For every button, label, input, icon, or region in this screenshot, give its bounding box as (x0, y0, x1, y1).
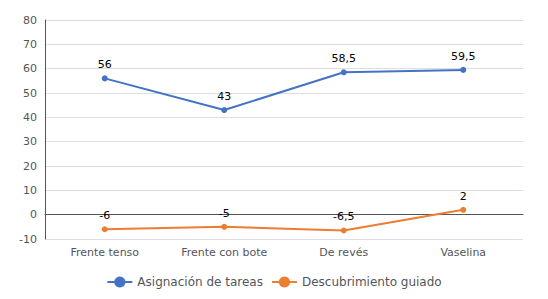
svg-text:-5: -5 (219, 207, 230, 220)
svg-text:Descubrimiento guiado: Descubrimiento guiado (302, 275, 442, 289)
svg-text:10: 10 (23, 184, 37, 197)
svg-text:56: 56 (98, 58, 112, 71)
svg-text:20: 20 (23, 160, 37, 173)
svg-text:50: 50 (23, 87, 37, 100)
svg-text:40: 40 (23, 111, 37, 124)
svg-text:30: 30 (23, 135, 37, 148)
svg-text:59,5: 59,5 (451, 50, 476, 63)
svg-text:De revés: De revés (319, 246, 368, 259)
svg-text:Asignación de tareas: Asignación de tareas (137, 275, 263, 289)
svg-text:70: 70 (23, 38, 37, 51)
svg-text:-6,5: -6,5 (333, 210, 354, 223)
svg-text:60: 60 (23, 62, 37, 75)
svg-text:Frente con bote: Frente con bote (181, 246, 267, 259)
svg-text:2: 2 (460, 190, 467, 203)
svg-text:Vaselina: Vaselina (440, 246, 486, 259)
svg-text:Frente tenso: Frente tenso (70, 246, 139, 259)
svg-text:-6: -6 (99, 209, 110, 222)
svg-text:80: 80 (23, 14, 37, 27)
svg-text:58,5: 58,5 (332, 52, 357, 65)
svg-text:-10: -10 (19, 233, 37, 246)
svg-text:0: 0 (30, 208, 37, 221)
svg-text:43: 43 (217, 90, 231, 103)
